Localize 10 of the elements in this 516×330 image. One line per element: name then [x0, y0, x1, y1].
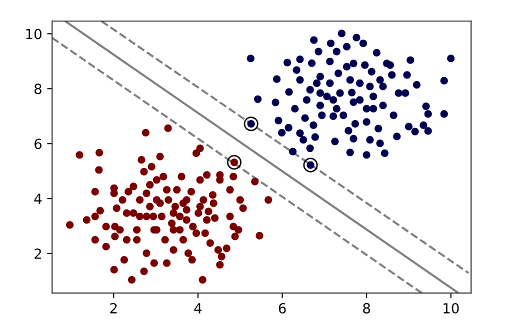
y-tick-label: 10: [26, 28, 42, 40]
y-tick-label: 6: [34, 138, 42, 150]
y-tick-label: 2: [34, 248, 42, 259]
x-tick-label: 4: [194, 303, 202, 314]
x-tick-label: 10: [444, 303, 459, 314]
x-tick-label: 6: [278, 303, 286, 314]
y-tick-label: 8: [34, 84, 42, 94]
x-tick-label: 2: [110, 303, 117, 314]
y-tick-label: 4: [34, 194, 42, 204]
x-tick-label: 8: [363, 303, 370, 314]
